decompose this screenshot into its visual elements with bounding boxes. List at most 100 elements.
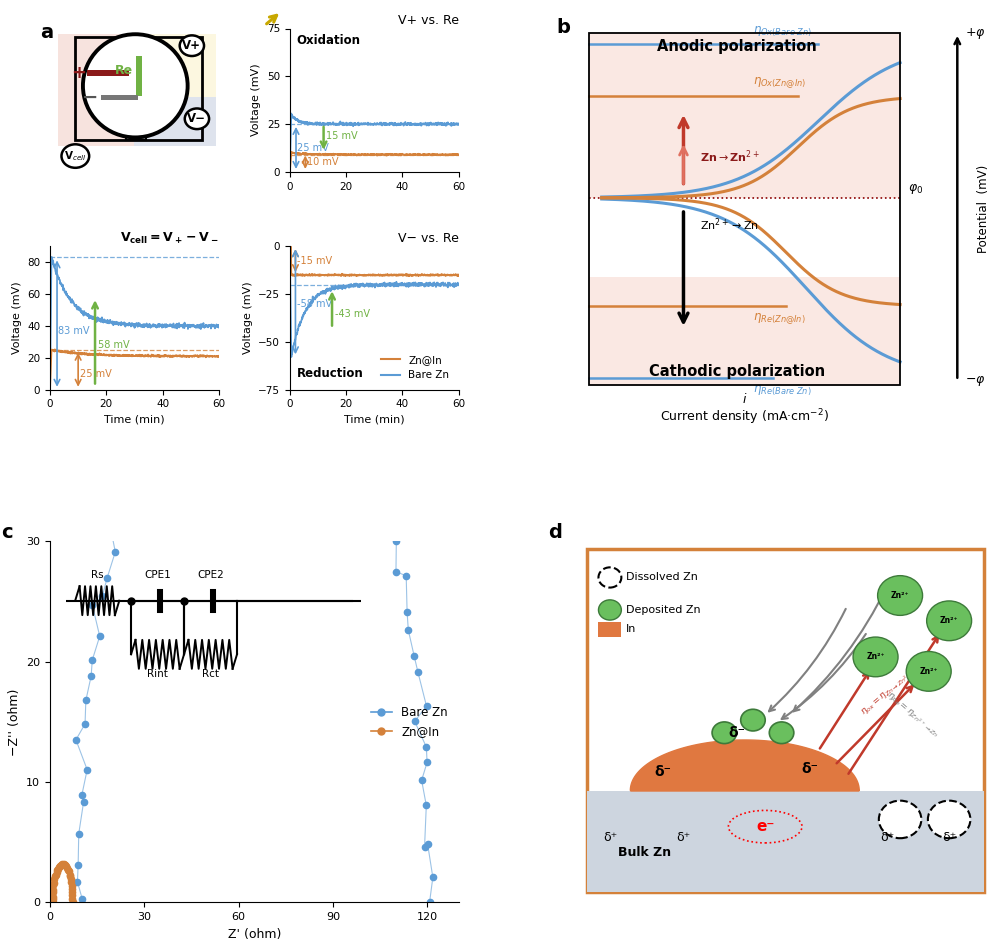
Zn@In [51,864,63,875]
Text: $\mathbf{V_{cell}=V_+ -V_-}$: $\mathbf{V_{cell}=V_+ -V_-}$ [120,231,219,246]
Text: In: In [626,624,637,635]
Zn@In [66,884,78,895]
Text: Zn²⁺: Zn²⁺ [940,617,958,625]
Zn@In [61,863,73,874]
Text: Dissolved Zn: Dissolved Zn [626,573,698,582]
Circle shape [185,108,209,129]
Text: Bulk Zn: Bulk Zn [618,846,671,859]
Circle shape [853,637,898,676]
Bar [136,56,142,96]
Circle shape [906,652,951,692]
Text: Potential  (mV): Potential (mV) [977,165,990,254]
Text: e⁻: e⁻ [756,819,774,834]
Bare Zn [76,894,88,905]
Circle shape [878,576,923,616]
Bar [126,37,146,141]
Text: δ⁺: δ⁺ [881,831,895,844]
X-axis label: Z' (ohm): Z' (ohm) [228,928,281,940]
Text: -58 mV: -58 mV [297,299,332,310]
Text: δ⁺: δ⁺ [603,831,617,844]
Y-axis label: Voltage (mV): Voltage (mV) [243,282,253,354]
Zn@In [65,876,77,887]
Text: Cathodic polarization: Cathodic polarization [649,364,825,379]
Text: d: d [549,523,562,542]
Bare Zn [400,570,412,581]
Zn@In [59,859,71,870]
Text: Deposited Zn: Deposited Zn [626,605,701,615]
Text: +: + [71,64,86,82]
Zn@In [63,865,75,877]
Text: $\eta_{Ox(Zn@In)}$: $\eta_{Ox(Zn@In)}$ [753,75,806,90]
Zn@In [47,879,59,890]
Text: δ⁻: δ⁻ [728,726,745,740]
Text: $\varphi_0$: $\varphi_0$ [908,181,924,196]
Zn@In [55,860,67,871]
Text: $\eta_{ox}=\eta_{Zn\to Zn^{2+}}$: $\eta_{ox}=\eta_{Zn\to Zn^{2+}}$ [859,668,915,718]
Text: Re: Re [114,64,133,77]
Zn@In [47,897,59,908]
Polygon shape [630,740,859,790]
Y-axis label: Voltage (mV): Voltage (mV) [251,64,261,137]
Text: $\eta_{Re(Bare\ Zn)}$: $\eta_{Re(Bare\ Zn)}$ [753,384,812,398]
Circle shape [598,567,621,587]
Zn@In [64,871,76,883]
Text: 10 mV: 10 mV [307,157,338,167]
Bare Zn [245,232,257,243]
Text: 83 mV: 83 mV [58,326,90,336]
Zn@In [52,863,64,874]
Text: Zn$^{2+}$$\rightarrow$Zn: Zn$^{2+}$$\rightarrow$Zn [700,217,759,233]
Zn@In [47,886,59,898]
Circle shape [879,801,921,838]
Bar [134,34,216,97]
Bar [589,33,900,385]
Circle shape [61,144,89,168]
Circle shape [927,601,972,640]
Text: $\eta_{Re(Zn@In)}$: $\eta_{Re(Zn@In)}$ [753,312,806,327]
Zn@In [54,860,66,871]
Text: δ⁻: δ⁻ [655,766,672,780]
Circle shape [741,710,765,731]
Bar [75,37,202,141]
Zn@In [58,859,70,870]
Bare Zn [419,841,431,852]
Legend: Bare Zn, Zn@In: Bare Zn, Zn@In [366,701,453,743]
Text: δ⁺: δ⁺ [676,831,691,844]
Text: $\eta_{Ox(Bare\ Zn)}$: $\eta_{Ox(Bare\ Zn)}$ [753,25,812,39]
Bar [134,97,216,146]
Zn@In [47,884,59,896]
Zn@In [66,881,78,892]
Zn@In [64,869,76,881]
Zn@In [65,873,77,884]
Zn@In [59,860,71,871]
Text: V− vs. Re: V− vs. Re [398,232,459,245]
Text: −: − [82,88,99,107]
Text: V+ vs. Re: V+ vs. Re [398,14,459,28]
Bar [101,95,138,100]
Zn@In [60,860,72,871]
Text: Zn$\rightarrow$Zn$^{2+}$: Zn$\rightarrow$Zn$^{2+}$ [700,149,760,165]
Zn@In [50,869,62,881]
Zn@In [47,893,59,904]
Bar [87,70,129,76]
X-axis label: Time (min): Time (min) [344,415,405,425]
Text: Zn²⁺: Zn²⁺ [891,591,909,600]
Text: c: c [1,523,13,542]
Y-axis label: Voltage (mV): Voltage (mV) [12,282,22,354]
Bar [598,622,621,637]
Zn@In [67,896,79,907]
Bar [589,276,900,385]
Text: Oxidation: Oxidation [297,34,361,48]
Text: b: b [557,18,571,37]
Bare Zn [424,897,436,908]
Text: 15 mV: 15 mV [326,131,358,142]
Bar [587,790,984,892]
Circle shape [928,801,970,838]
Circle shape [598,599,621,620]
Bar [589,198,900,276]
Ellipse shape [83,34,188,138]
Bar [58,34,134,146]
Text: a: a [40,23,53,42]
Text: Zn²⁺: Zn²⁺ [919,667,938,675]
Zn@In [47,891,59,902]
Zn@In [66,889,78,901]
